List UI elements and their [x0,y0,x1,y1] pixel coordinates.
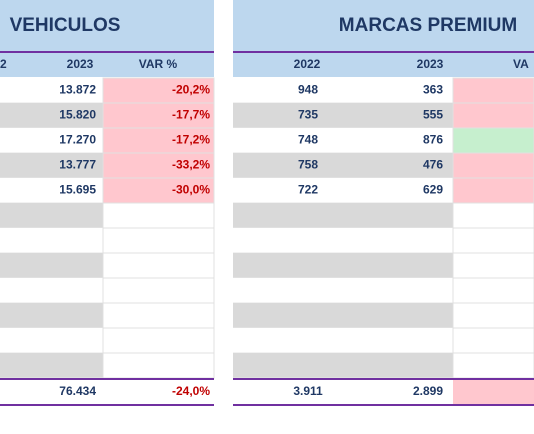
header-band [233,0,534,77]
cell: 758 [298,158,318,172]
var-cell [102,352,215,379]
var-cell [452,352,534,379]
row-fill [0,103,103,128]
row-fill [233,228,453,253]
var-cell [102,202,215,229]
column-header: VAR % [139,57,178,71]
column-header: 2023 [67,57,94,71]
row-fill [233,128,453,153]
cell: -20,2% [172,83,210,97]
row-fill [233,303,453,328]
row-fill [233,103,453,128]
row-fill [233,153,453,178]
cell: 722 [298,183,318,197]
var-cell [452,152,534,179]
var-cell [102,227,215,254]
row-fill [0,278,103,303]
var-cell [452,102,534,129]
var-cell [102,277,215,304]
var-cell [452,227,534,254]
row-fill [233,253,453,278]
var-cell [102,252,215,279]
cell: 13.872 [59,83,96,97]
row-fill [233,278,453,303]
cell: 876 [423,133,443,147]
total-cell: 3.911 [293,384,323,398]
cell: 476 [423,158,443,172]
row-fill [0,128,103,153]
row-fill [233,353,453,378]
row-fill [233,178,453,203]
panel-title: MARCAS PREMIUM [339,15,517,36]
row-fill [0,228,103,253]
var-cell [102,152,215,179]
cell: 948 [298,83,318,97]
total-var [453,380,534,404]
column-header: 2 [0,57,7,71]
cell: 629 [423,183,443,197]
cell: 555 [423,108,443,122]
cell: -17,2% [172,133,210,147]
row-fill [0,178,103,203]
column-header: 2022 [294,57,321,71]
var-cell [452,302,534,329]
cell: 15.695 [59,183,96,197]
row-fill [0,78,103,103]
var-cell [452,202,534,229]
row-fill [0,253,103,278]
total-cell: 76.434 [59,384,96,398]
cell: -33,2% [172,158,210,172]
header-band [0,0,214,77]
cell: 748 [298,133,318,147]
var-cell [102,177,215,204]
column-header: VA [513,57,529,71]
cell: -30,0% [172,183,210,197]
cell: 17.270 [59,133,96,147]
var-cell [102,77,215,104]
total-cell: -24,0% [172,384,210,398]
row-fill [0,353,103,378]
var-cell [102,302,215,329]
cell: 735 [298,108,318,122]
var-cell [452,177,534,204]
var-cell [452,127,534,154]
cell: -17,7% [172,108,210,122]
row-fill [233,78,453,103]
cell: 363 [423,83,443,97]
var-cell [452,77,534,104]
var-cell [452,327,534,354]
cell: 15.820 [59,108,96,122]
var-cell [102,327,215,354]
row-fill [0,303,103,328]
var-cell [452,252,534,279]
panel-title: VEHICULOS [10,15,121,36]
row-fill [0,328,103,353]
row-fill [0,203,103,228]
total-cell: 2.899 [413,384,443,398]
column-header: 2023 [417,57,444,71]
row-fill [0,153,103,178]
cell: 13.777 [59,158,96,172]
row-fill [233,328,453,353]
var-cell [452,277,534,304]
row-fill [233,203,453,228]
